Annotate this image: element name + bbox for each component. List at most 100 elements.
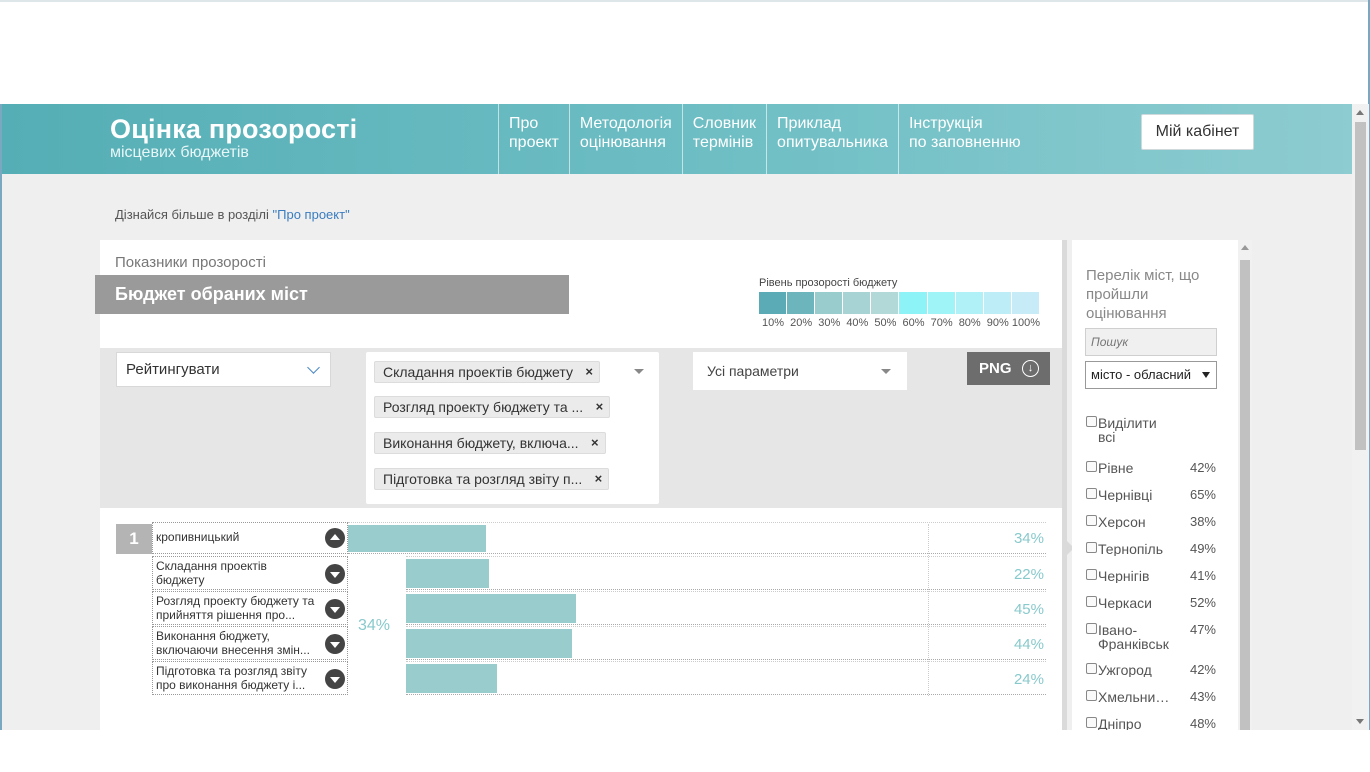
about-project-link[interactable]: "Про проект" (272, 207, 350, 222)
city-percent: 52% (1189, 595, 1216, 610)
rank-number: 1 (116, 524, 152, 554)
legend-swatch (1011, 292, 1040, 314)
png-export-button[interactable]: PNG ↓ (967, 352, 1050, 385)
nav-methodology[interactable]: Методологія оцінювання (568, 104, 682, 174)
chevron-down-icon (307, 361, 320, 374)
expand-icon[interactable] (325, 634, 345, 654)
city-percent: 48% (1189, 716, 1216, 731)
rank-select[interactable]: Рейтингувати (116, 352, 331, 387)
category-tag-label: Виконання бюджету, включа... (383, 435, 579, 451)
legend-swatch (983, 292, 1012, 314)
city-checkbox[interactable] (1086, 515, 1097, 526)
city-bar-value: 34% (1013, 530, 1044, 547)
subcategory-bar-track: 22% (406, 556, 1046, 590)
window-edge-right (1368, 0, 1370, 772)
sidebar-toggle-arrow-icon[interactable] (1065, 539, 1074, 557)
legend-color-scale (759, 292, 1040, 314)
subcategory-row-label[interactable]: Розгляд проекту бюджету та прийняття ріш… (152, 591, 348, 625)
panel-caption: Показники прозорості (115, 254, 266, 271)
city-name: Івано-Франківськ (1098, 623, 1169, 651)
legend-tick: 70% (930, 317, 953, 329)
remove-tag-icon[interactable]: × (594, 471, 603, 486)
scroll-down-arrow-icon[interactable] (1356, 719, 1364, 724)
category-tag-label: Розгляд проекту бюджету та ... (383, 399, 584, 415)
legend-tick: 100% (1011, 317, 1040, 329)
sidebar-scrollbar[interactable] (1238, 240, 1252, 730)
legend-tick: 80% (958, 317, 981, 329)
remove-tag-icon[interactable]: × (595, 399, 604, 414)
city-search-input[interactable] (1085, 328, 1217, 356)
city-checkbox[interactable] (1086, 690, 1097, 701)
remove-tag-icon[interactable]: × (585, 364, 593, 379)
rank-select-value: Рейтингувати (126, 361, 220, 378)
subcategory-row-label[interactable]: Складання проектів бюджету (152, 556, 348, 590)
nav-about[interactable]: Про проект (498, 104, 569, 174)
subcategory-bar[interactable] (406, 559, 489, 588)
category-tag: Розгляд проекту бюджету та ... × (374, 396, 611, 418)
city-percent: 65% (1189, 487, 1216, 502)
city-percent: 49% (1189, 541, 1216, 556)
city-name: Чернівці (1098, 488, 1153, 502)
city-checkbox[interactable] (1086, 488, 1097, 499)
browser-top-area (0, 0, 1370, 104)
categories-multiselect[interactable]: Складання проектів бюджету × Розгляд прое… (366, 352, 659, 504)
remove-tag-icon[interactable]: × (590, 435, 599, 450)
city-checkbox[interactable] (1086, 623, 1097, 634)
window-edge-left (0, 104, 2, 772)
legend-tick: 90% (986, 317, 1009, 329)
legend-tick: 10% (762, 317, 785, 329)
subcategory-name: Підготовка та розгляд звіту про виконанн… (156, 664, 307, 692)
subcategory-bar[interactable] (406, 629, 572, 658)
cities-sidebar: Перелік міст, що пройшли оцінювання міст… (1072, 240, 1238, 730)
expand-icon[interactable] (325, 599, 345, 619)
subcategory-name: Складання проектів бюджету (156, 559, 267, 587)
learn-more-text: Дізнайся більше в розділі (115, 207, 269, 222)
nav-about-line2: проект (509, 134, 559, 151)
city-type-select[interactable]: місто - обласний (1085, 361, 1217, 389)
city-checkbox[interactable] (1086, 569, 1097, 580)
subcategory-row-label[interactable]: Підготовка та розгляд звіту про виконанн… (152, 661, 348, 695)
category-tag-label: Складання проектів бюджету (383, 364, 573, 380)
subcategory-bar[interactable] (406, 594, 576, 623)
subcategory-bar[interactable] (406, 664, 497, 693)
subcategory-name: Виконання бюджету, включаючи внесення зм… (156, 629, 310, 657)
collapse-icon[interactable] (325, 528, 345, 548)
city-checkbox[interactable] (1086, 596, 1097, 607)
dropdown-arrow-icon[interactable] (634, 369, 644, 374)
legend-ticks: 10% 20% 30% 40% 50% 60% 70% 80% 90% 100% (759, 317, 1044, 329)
city-checkbox[interactable] (1086, 461, 1097, 472)
city-checkbox[interactable] (1086, 542, 1097, 553)
scroll-up-arrow-icon[interactable] (1356, 110, 1364, 115)
nav-questionnaire[interactable]: Приклад опитувальника (766, 104, 898, 174)
page-scrollbar[interactable] (1352, 104, 1369, 730)
subcategory-bar-track: 44% (406, 626, 1046, 660)
page-scroll-thumb[interactable] (1355, 122, 1366, 450)
city-percent: 42% (1189, 460, 1216, 475)
category-tag: Складання проектів бюджету × (374, 361, 600, 383)
params-select[interactable]: Усі параметри (693, 352, 907, 390)
sidebar-scroll-thumb[interactable] (1240, 260, 1250, 730)
subcategory-bar-value: 24% (1013, 671, 1044, 688)
sidebar-divider[interactable] (1062, 240, 1067, 730)
scroll-up-arrow-icon[interactable] (1241, 245, 1249, 250)
legend-swatch (871, 292, 900, 314)
city-name: Черкаси (1098, 596, 1152, 610)
city-row-label[interactable]: кропивницький (152, 522, 348, 554)
city-bar[interactable] (348, 525, 486, 552)
city-name: Ужгород (1098, 663, 1152, 677)
subcategory-row-label[interactable]: Виконання бюджету, включаючи внесення зм… (152, 626, 348, 660)
expand-icon[interactable] (325, 669, 345, 689)
png-button-label: PNG (979, 360, 1012, 377)
city-checkbox[interactable] (1086, 663, 1097, 674)
legend-tick: 30% (818, 317, 841, 329)
select-all-checkbox[interactable] (1086, 416, 1097, 427)
city-name: Херсон (1098, 515, 1146, 529)
expand-icon[interactable] (325, 564, 345, 584)
nav-glossary[interactable]: Словник термінів (681, 104, 766, 174)
params-select-value: Усі параметри (707, 363, 799, 379)
subcategory-bar-value: 45% (1013, 601, 1044, 618)
logo-title[interactable]: Оцінка прозорості (110, 114, 358, 144)
city-checkbox[interactable] (1086, 717, 1097, 728)
my-cabinet-button[interactable]: Мій кабінет (1141, 114, 1254, 150)
nav-instructions[interactable]: Інструкція по заповненню (897, 104, 1031, 174)
